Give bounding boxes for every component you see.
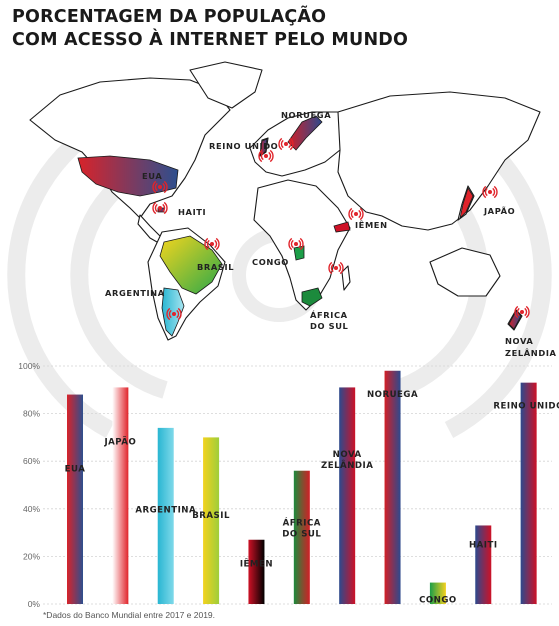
bar-africa-do-sul xyxy=(293,470,310,604)
bar-haiti xyxy=(475,525,492,604)
signal-icon xyxy=(482,185,498,199)
south-africa-shape xyxy=(301,287,323,307)
signal-icon xyxy=(514,305,530,319)
map-label-eua: EUA xyxy=(142,171,162,181)
norway-shape xyxy=(287,115,323,151)
bar-nova-zelandia xyxy=(339,387,356,604)
map-label-africa-do-sul: ÁFRICA DO SUL xyxy=(310,309,349,331)
bar-label-japao: JAPÃO xyxy=(103,437,136,448)
map-label-haiti: HAITI xyxy=(178,207,206,217)
yemen-shape xyxy=(333,221,351,233)
y-tick-label: 100% xyxy=(18,361,40,371)
map-label-iemen: IÊMEN xyxy=(355,219,388,230)
congo-shape xyxy=(293,245,305,261)
y-tick-label: 40% xyxy=(23,504,40,514)
signal-icon xyxy=(288,237,304,251)
bar-eua xyxy=(67,394,83,604)
map-label-reino-unido: REINO UNIDO xyxy=(209,141,278,151)
africa-outline xyxy=(253,179,351,311)
new-zealand-shape xyxy=(508,310,522,330)
bar-label-argentina: ARGENTINA xyxy=(135,505,196,515)
bar-label-haiti: HAITI xyxy=(469,540,498,550)
y-tick-label: 0% xyxy=(28,599,41,609)
japan-shape xyxy=(459,187,474,220)
title-line-2: COM ACESSO À INTERNET PELO MUNDO xyxy=(12,30,409,50)
australia-outline xyxy=(429,247,501,297)
bar-label-nova-zelandia: NOVA ZELÂNDIA xyxy=(321,450,373,471)
chart-bars xyxy=(67,370,537,604)
signal-icon xyxy=(152,201,168,215)
signal-icon xyxy=(152,180,168,194)
signal-icon xyxy=(204,237,220,251)
brazil-shape xyxy=(159,235,223,295)
signal-icon xyxy=(348,207,364,221)
bar-label-reino-unido: REINO UNIDO xyxy=(493,402,559,412)
bar-japao xyxy=(112,387,129,604)
signal-icon xyxy=(328,261,344,275)
bar-argentina xyxy=(157,427,174,604)
bar-iemen xyxy=(248,539,265,604)
map-label-nova-zelandia: NOVA ZELÂNDIA xyxy=(505,336,557,358)
map-label-noruega: NORUEGA xyxy=(281,110,331,120)
footnote: *Dados do Banco Mundial entre 2017 e 201… xyxy=(43,610,216,620)
bar-label-congo: CONGO xyxy=(419,596,457,606)
chart-title: PORCENTAGEM DA POPULAÇÃO COM ACESSO À IN… xyxy=(12,6,408,52)
greenland-outline xyxy=(189,61,263,109)
signal-icon xyxy=(166,307,182,321)
title-line-1: PORCENTAGEM DA POPULAÇÃO xyxy=(12,7,327,27)
map-label-brasil: BRASIL xyxy=(197,262,234,272)
y-tick-label: 20% xyxy=(23,551,40,561)
y-tick-label: 60% xyxy=(23,456,40,466)
signal-icons xyxy=(152,137,530,321)
map-label-argentina: ARGENTINA xyxy=(105,288,165,298)
map-labels: EUA HAITI BRASIL ARGENTINA REINO UNIDO N… xyxy=(105,110,557,358)
signal-icon xyxy=(278,137,294,151)
bar-noruega xyxy=(384,370,401,604)
madagascar-outline xyxy=(341,265,351,291)
argentina-shape xyxy=(161,287,185,337)
signal-icon xyxy=(258,149,274,163)
bar-brasil xyxy=(203,437,220,604)
bar-reino-unido xyxy=(520,382,537,604)
bar-congo xyxy=(429,582,446,604)
bar-label-noruega: NORUEGA xyxy=(367,390,418,400)
bar-label-brasil: BRASIL xyxy=(192,511,230,521)
bar-label-africa-do-sul: ÁFRICA DO SUL xyxy=(282,516,321,539)
bar-label-eua: EUA xyxy=(65,464,86,474)
bar-chart: 0% 20% 40% 60% 80% 100% EUA JAPÃO ARGENTINABRAS… xyxy=(18,361,559,609)
y-axis-ticks: 0% 20% 40% 60% 80% 100% xyxy=(18,361,40,609)
map-label-congo: CONGO xyxy=(252,257,289,267)
map-label-japao: JAPÃO xyxy=(483,205,515,216)
bar-label-iemen: IÊMEN xyxy=(240,558,273,570)
y-tick-label: 80% xyxy=(23,409,40,419)
